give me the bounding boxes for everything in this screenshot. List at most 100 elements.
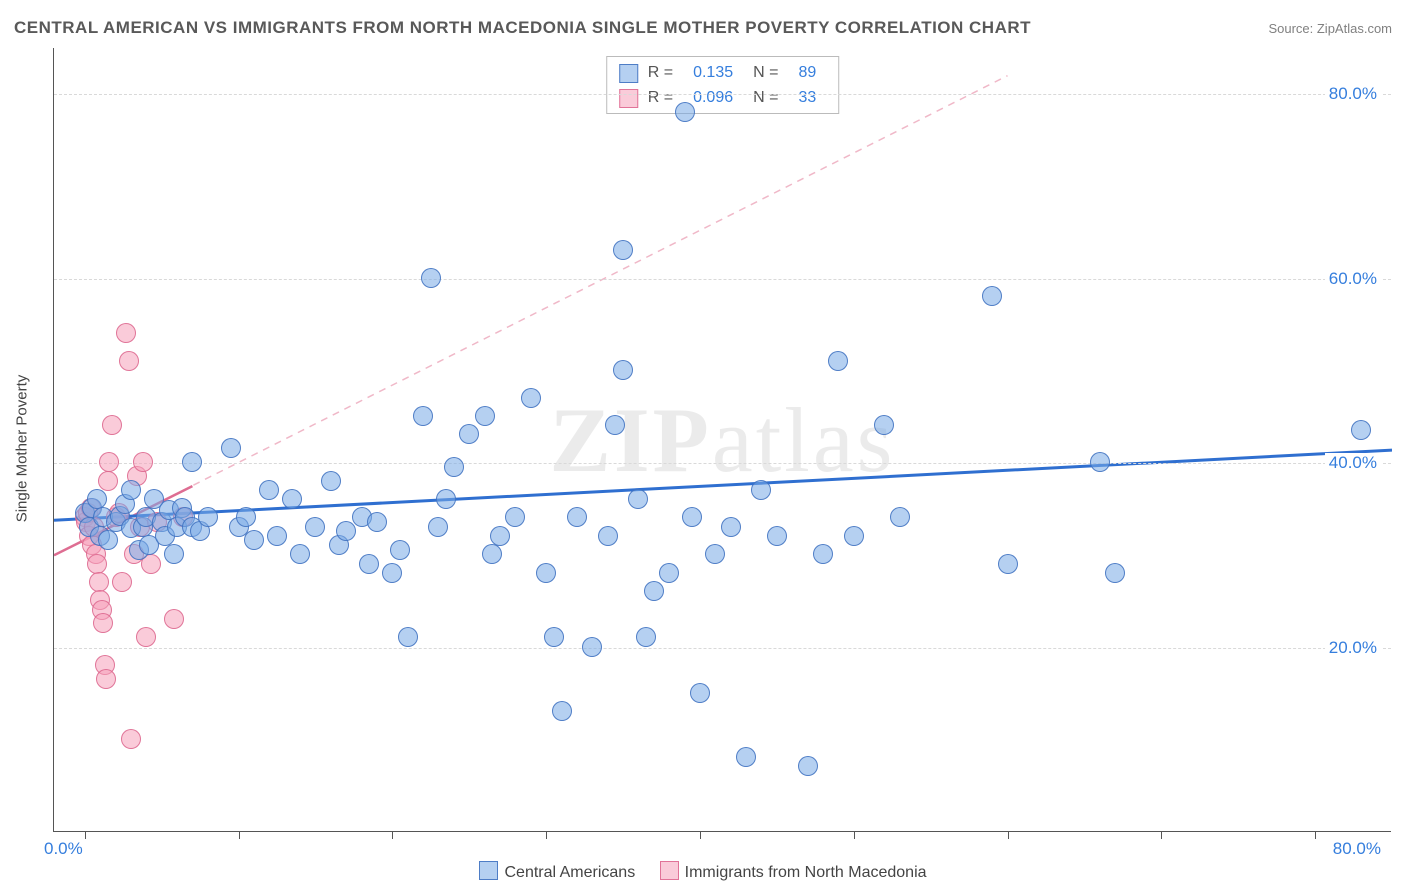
- data-point: [767, 526, 787, 546]
- data-point: [844, 526, 864, 546]
- data-point: [798, 756, 818, 776]
- data-point: [93, 613, 113, 633]
- data-point: [613, 240, 633, 260]
- data-point: [164, 609, 184, 629]
- stats-legend-box: R = 0.135 N = 89 R = 0.096 N = 33: [606, 56, 840, 114]
- x-tick-mark: [1315, 831, 1316, 839]
- legend-label-a: Central Americans: [504, 864, 635, 881]
- legend-item-a: Central Americans: [479, 864, 639, 881]
- data-point: [552, 701, 572, 721]
- data-point: [87, 554, 107, 574]
- x-tick-mark: [239, 831, 240, 839]
- data-point: [99, 452, 119, 472]
- data-point: [398, 627, 418, 647]
- data-point: [536, 563, 556, 583]
- data-point: [282, 489, 302, 509]
- data-point: [116, 323, 136, 343]
- x-tick-mark: [854, 831, 855, 839]
- r-label-b: R =: [648, 86, 673, 111]
- y-tick-label: 80.0%: [1325, 84, 1381, 104]
- watermark-bold: ZIP: [550, 389, 712, 491]
- data-point: [1090, 452, 1110, 472]
- data-point: [659, 563, 679, 583]
- data-point: [89, 572, 109, 592]
- x-tick-left: 0.0%: [44, 839, 83, 859]
- data-point: [521, 388, 541, 408]
- data-point: [813, 544, 833, 564]
- y-tick-label: 40.0%: [1325, 453, 1381, 473]
- y-axis-label: Single Mother Poverty: [14, 375, 31, 523]
- data-point: [382, 563, 402, 583]
- data-point: [133, 452, 153, 472]
- n-value-a: 89: [798, 61, 816, 86]
- x-tick-right: 80.0%: [1333, 839, 1381, 859]
- data-point: [267, 526, 287, 546]
- data-point: [221, 438, 241, 458]
- data-point: [164, 544, 184, 564]
- data-point: [613, 360, 633, 380]
- n-label-b: N =: [753, 86, 778, 111]
- data-point: [459, 424, 479, 444]
- data-point: [1105, 563, 1125, 583]
- n-value-b: 33: [798, 86, 816, 111]
- gridline-h: [54, 279, 1391, 280]
- data-point: [998, 554, 1018, 574]
- legend-item-b: Immigrants from North Macedonia: [660, 864, 927, 881]
- data-point: [236, 507, 256, 527]
- x-tick-mark: [392, 831, 393, 839]
- data-point: [421, 268, 441, 288]
- data-point: [751, 480, 771, 500]
- legend-swatch-b-icon: [660, 861, 679, 880]
- x-tick-mark: [1008, 831, 1009, 839]
- y-tick-label: 20.0%: [1325, 638, 1381, 658]
- r-value-b: 0.096: [693, 86, 733, 111]
- data-point: [198, 507, 218, 527]
- data-point: [259, 480, 279, 500]
- data-point: [336, 521, 356, 541]
- data-point: [367, 512, 387, 532]
- data-point: [644, 581, 664, 601]
- data-point: [636, 627, 656, 647]
- data-point: [544, 627, 564, 647]
- data-point: [98, 530, 118, 550]
- data-point: [428, 517, 448, 537]
- data-point: [290, 544, 310, 564]
- data-point: [682, 507, 702, 527]
- data-point: [605, 415, 625, 435]
- data-point: [112, 572, 132, 592]
- data-point: [96, 669, 116, 689]
- gridline-h: [54, 648, 1391, 649]
- data-point: [182, 452, 202, 472]
- data-point: [598, 526, 618, 546]
- data-point: [874, 415, 894, 435]
- source-label: Source: ZipAtlas.com: [1268, 21, 1392, 36]
- data-point: [982, 286, 1002, 306]
- legend-swatch-a-icon: [479, 861, 498, 880]
- data-point: [321, 471, 341, 491]
- r-label-a: R =: [648, 61, 673, 86]
- data-point: [305, 517, 325, 537]
- data-point: [1351, 420, 1371, 440]
- data-point: [505, 507, 525, 527]
- data-point: [119, 351, 139, 371]
- watermark: ZIPatlas: [550, 387, 896, 493]
- data-point: [582, 637, 602, 657]
- watermark-light: atlas: [712, 389, 896, 491]
- data-point: [675, 102, 695, 122]
- x-tick-mark: [700, 831, 701, 839]
- data-point: [567, 507, 587, 527]
- stats-row-b: R = 0.096 N = 33: [619, 86, 827, 111]
- legend-label-b: Immigrants from North Macedonia: [685, 864, 927, 881]
- data-point: [87, 489, 107, 509]
- data-point: [628, 489, 648, 509]
- swatch-a-icon: [619, 64, 638, 83]
- data-point: [436, 489, 456, 509]
- n-label-a: N =: [753, 61, 778, 86]
- gridline-h: [54, 94, 1391, 95]
- gridline-h: [54, 463, 1391, 464]
- data-point: [890, 507, 910, 527]
- chart-title: CENTRAL AMERICAN VS IMMIGRANTS FROM NORT…: [14, 18, 1031, 38]
- data-point: [136, 627, 156, 647]
- x-tick-mark: [85, 831, 86, 839]
- data-point: [444, 457, 464, 477]
